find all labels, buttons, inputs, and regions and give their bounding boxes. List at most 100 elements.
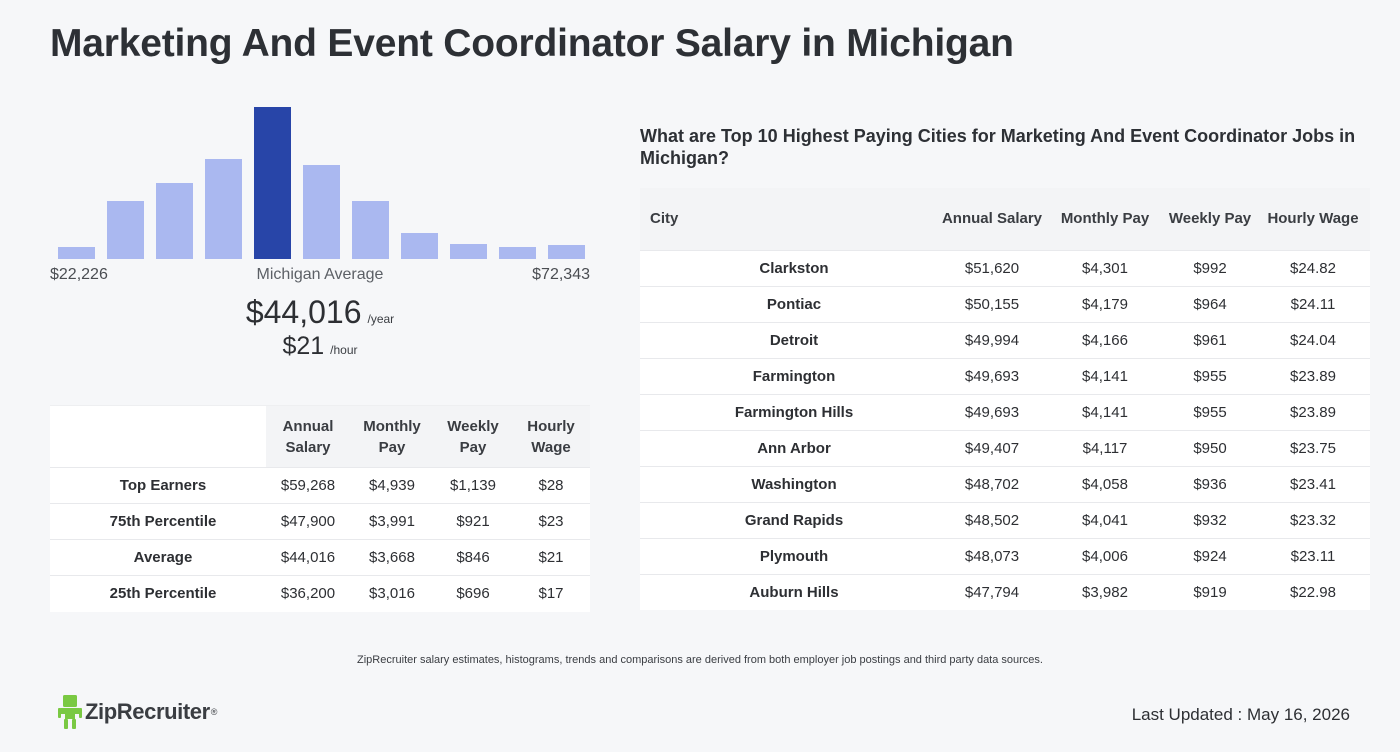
row-label: Average [133,549,193,566]
table-row: 25th Percentile $36,200 $3,016 $696 $17 [50,575,590,612]
table-cell: $992 [1193,259,1227,277]
city-name: Detroit [769,331,819,349]
table-cell: $3,668 [369,549,415,566]
row-label: 25th Percentile [109,585,217,603]
table-cell: $50,155 [964,295,1020,313]
table-cell: $4,939 [369,477,415,494]
table-cell: $4,179 [1082,295,1128,313]
table-cell: $24.82 [1290,259,1336,277]
table-cell: $964 [1193,295,1227,313]
table-cell: $48,502 [964,511,1020,529]
table-row: Farmington $49,693 $4,141 $955 $23.89 [640,358,1370,394]
table-cell: $24.11 [1290,295,1336,313]
cities-header-row: City Annual Salary Monthly Pay Weekly Pa… [640,188,1370,250]
table-cell: $4,117 [1082,439,1128,457]
summary-header-hourly: Hourly Wage [512,405,590,468]
top-cities-table: City Annual Salary Monthly Pay Weekly Pa… [640,188,1370,610]
table-cell: $17 [538,585,564,603]
histogram-labels: Michigan Average $22,226 $72,343 [50,266,590,288]
table-cell: $4,141 [1082,403,1128,421]
table-cell: $21 [538,549,564,566]
table-cell: $47,900 [280,513,336,530]
summary-header-monthly: Monthly Pay [350,405,434,468]
histogram-min-label: $22,226 [50,266,108,283]
table-cell: $23.41 [1290,475,1336,493]
table-cell: $59,268 [280,477,336,494]
histogram-bar [253,107,291,259]
histogram-bar [548,245,586,259]
table-cell: $49,693 [964,367,1020,385]
histogram-bar [155,183,193,259]
table-cell: $4,041 [1082,511,1128,529]
average-annual-unit: /year [367,312,395,326]
table-row: Pontiac $50,155 $4,179 $964 $24.11 [640,286,1370,322]
cities-title: What are Top 10 Highest Paying Cities fo… [640,126,1356,168]
table-row: Washington $48,702 $4,058 $936 $23.41 [640,466,1370,502]
average-annual: $44,016/year [50,294,590,331]
table-cell: $3,991 [369,513,415,530]
table-row: 75th Percentile $47,900 $3,991 $921 $23 [50,503,590,540]
table-cell: $4,006 [1082,547,1128,565]
logo-registered-mark: ® [210,707,218,717]
salary-histogram [50,100,590,260]
table-cell: $47,794 [964,583,1020,601]
histogram-bar [352,201,390,259]
table-cell: $932 [1193,511,1227,529]
cities-header-city: City [650,210,679,228]
average-hourly: $21/hour [50,332,590,361]
table-row: Clarkston $51,620 $4,301 $992 $24.82 [640,250,1370,286]
histogram-bar [106,201,144,259]
table-cell: $936 [1193,475,1227,493]
table-cell: $49,994 [964,331,1020,349]
histogram-mid-label: Michigan Average [256,266,384,283]
salary-summary-table: Annual Salary Monthly Pay Weekly Pay Hou… [50,405,590,612]
table-row: Top Earners $59,268 $4,939 $1,139 $28 [50,467,590,504]
cities-header-monthly: Monthly Pay [1060,210,1150,228]
summary-header-blank [50,405,266,468]
row-label: Top Earners [119,477,207,494]
ziprecruiter-logo[interactable]: ZipRecruiter ® [58,694,217,730]
table-cell: $23.89 [1290,367,1336,385]
table-cell: $961 [1193,331,1227,349]
table-cell: $24.04 [1290,331,1336,349]
average-hourly-value: $21 [282,332,325,360]
summary-header-annual: Annual Salary [266,405,350,468]
table-cell: $4,301 [1082,259,1128,277]
table-row: Farmington Hills $49,693 $4,141 $955 $23.89 [640,394,1370,430]
cities-header-annual: Annual Salary [941,210,1043,228]
city-name: Washington [751,475,837,493]
table-cell: $51,620 [964,259,1020,277]
table-cell: $49,693 [964,403,1020,421]
table-cell: $3,016 [369,585,415,603]
table-cell: $48,073 [964,547,1020,565]
table-cell: $955 [1193,367,1227,385]
table-cell: $44,016 [280,549,336,566]
table-cell: $924 [1193,547,1227,565]
table-row: Detroit $49,994 $4,166 $961 $24.04 [640,322,1370,358]
table-cell: $23.75 [1290,439,1336,457]
histogram-bar [303,165,340,259]
summary-header-weekly: Weekly Pay [434,405,512,468]
city-name: Grand Rapids [744,511,844,529]
last-updated: Last Updated : May 16, 2026 [1131,705,1350,724]
table-cell: $23.32 [1290,511,1336,529]
city-name: Farmington [752,367,836,385]
table-cell: $48,702 [964,475,1020,493]
city-name: Pontiac [766,295,822,313]
histogram-bar [450,244,488,259]
table-cell: $23.11 [1290,547,1336,565]
histogram-bar [499,247,537,259]
city-name: Farmington Hills [734,403,854,421]
histogram-max-label: $72,343 [532,266,590,283]
data-source-note: ZipRecruiter salary estimates, histogram… [357,654,1043,666]
table-cell: $23 [538,513,564,530]
table-cell: $4,058 [1082,475,1128,493]
table-row: Grand Rapids $48,502 $4,041 $932 $23.32 [640,502,1370,538]
city-name: Clarkston [759,259,829,277]
table-cell: $4,166 [1082,331,1128,349]
table-row: Average $44,016 $3,668 $846 $21 [50,539,590,576]
summary-header-row: Annual Salary Monthly Pay Weekly Pay Hou… [50,405,590,468]
table-cell: $846 [456,549,490,566]
table-cell: $955 [1193,403,1227,421]
table-cell: $950 [1193,439,1227,457]
